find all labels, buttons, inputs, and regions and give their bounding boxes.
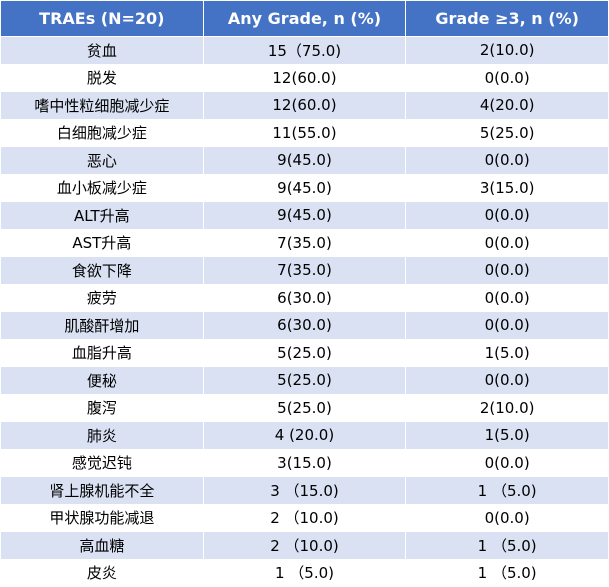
table-cell: 肌酸酐增加 xyxy=(0,311,204,340)
table-cell: 3(15.0) xyxy=(405,173,609,202)
table-row: 嗜中性粒细胞减少症 12(60.0) 4(20.0) xyxy=(0,91,609,120)
table-cell: 疲劳 xyxy=(0,283,204,312)
table-cell: 0(0.0) xyxy=(405,201,609,230)
table-cell: 5(25.0) xyxy=(405,118,609,147)
table-row: 感觉迟钝 3(15.0) 0(0.0) xyxy=(0,448,609,477)
table-cell: 5(25.0) xyxy=(202,393,407,422)
table-cell: 3 （15.0) xyxy=(202,476,407,505)
table-cell: 1 （5.0) xyxy=(405,531,609,560)
table-cell: ALT升高 xyxy=(0,201,204,230)
table-cell: 0(0.0) xyxy=(405,448,609,477)
table-cell: 血小板减少症 xyxy=(0,173,204,202)
table-cell: 便秘 xyxy=(0,366,204,395)
table-cell: 嗜中性粒细胞减少症 xyxy=(0,91,204,120)
header-cell: Any Grade, n (%) xyxy=(202,0,407,37)
table-cell: 恶心 xyxy=(0,146,204,175)
table-cell: 3(15.0) xyxy=(202,448,407,477)
table-row: 肌酸酐增加 6(30.0) 0(0.0) xyxy=(0,311,609,340)
table-cell: 白细胞减少症 xyxy=(0,118,204,147)
table-cell: 食欲下降 xyxy=(0,256,204,285)
table-cell: 腹泻 xyxy=(0,393,204,422)
table-cell: 1 （5.0) xyxy=(202,558,407,587)
table-cell: 肺炎 xyxy=(0,421,204,450)
header-row: TRAEs (N=20) Any Grade, n (%) Grade ≥3, n … xyxy=(0,0,609,37)
table-cell: 1 （5.0) xyxy=(405,476,609,505)
table-cell: 贫血 xyxy=(0,36,204,65)
table-row: 皮炎 1 （5.0) 1 （5.0) xyxy=(0,558,609,587)
table-cell: 9(45.0) xyxy=(202,173,407,202)
table-cell: 6(30.0) xyxy=(202,283,407,312)
table-cell: 9(45.0) xyxy=(202,201,407,230)
table-cell: 2(10.0) xyxy=(405,36,609,65)
table-cell: 0(0.0) xyxy=(405,311,609,340)
table-cell: 0(0.0) xyxy=(405,63,609,92)
table-cell: 0(0.0) xyxy=(405,256,609,285)
table-cell: 肾上腺机能不全 xyxy=(0,476,204,505)
table-body: 贫血 15（75.0) 2(10.0) 脱发 12(60.0) 0(0.0) 嗜中性粒细胞减… xyxy=(0,36,609,587)
table-row: AST升高 7(35.0) 0(0.0) xyxy=(0,228,609,257)
table-cell: 0(0.0) xyxy=(405,283,609,312)
table-row: 白细胞减少症 11(55.0) 5(25.0) xyxy=(0,118,609,147)
table-cell: 2(10.0) xyxy=(405,393,609,422)
table-cell: 1 （5.0) xyxy=(405,558,609,587)
table-row: ALT升高 9(45.0) 0(0.0) xyxy=(0,201,609,230)
table-cell: 高血糖 xyxy=(0,531,204,560)
table-cell: 2 （10.0) xyxy=(202,503,407,532)
table-cell: 脱发 xyxy=(0,63,204,92)
header-cell: TRAEs (N=20) xyxy=(0,0,204,37)
table-cell: 5(25.0) xyxy=(202,338,407,367)
table-row: 血小板减少症 9(45.0) 3(15.0) xyxy=(0,173,609,202)
table-row: 食欲下降 7(35.0) 0(0.0) xyxy=(0,256,609,285)
table-cell: 血脂升高 xyxy=(0,338,204,367)
table-row: 血脂升高 5(25.0) 1(5.0) xyxy=(0,338,609,367)
table-cell: AST升高 xyxy=(0,228,204,257)
table-row: 便秘 5(25.0) 0(0.0) xyxy=(0,366,609,395)
table-cell: 感觉迟钝 xyxy=(0,448,204,477)
table-cell: 12(60.0) xyxy=(202,63,407,92)
table-row: 疲劳 6(30.0) 0(0.0) xyxy=(0,283,609,312)
table-cell: 1(5.0) xyxy=(405,421,609,450)
table-cell: 9(45.0) xyxy=(202,146,407,175)
table-cell: 5(25.0) xyxy=(202,366,407,395)
table-cell: 2 （10.0) xyxy=(202,531,407,560)
table-cell: 1(5.0) xyxy=(405,338,609,367)
table-row: 高血糖 2 （10.0) 1 （5.0) xyxy=(0,531,609,560)
table-row: 脱发 12(60.0) 0(0.0) xyxy=(0,63,609,92)
table-cell: 7(35.0) xyxy=(202,228,407,257)
table-row: 恶心 9(45.0) 0(0.0) xyxy=(0,146,609,175)
table-row: 肾上腺机能不全 3 （15.0) 1 （5.0) xyxy=(0,476,609,505)
table-cell: 0(0.0) xyxy=(405,366,609,395)
table-cell: 0(0.0) xyxy=(405,228,609,257)
table-row: 贫血 15（75.0) 2(10.0) xyxy=(0,36,609,65)
header-cell: Grade ≥3, n (%) xyxy=(405,0,609,37)
table-cell: 4(20.0) xyxy=(405,91,609,120)
table-cell: 0(0.0) xyxy=(405,503,609,532)
table-cell: 7(35.0) xyxy=(202,256,407,285)
table-cell: 15（75.0) xyxy=(202,36,407,65)
table-row: 腹泻 5(25.0) 2(10.0) xyxy=(0,393,609,422)
table-cell: 6(30.0) xyxy=(202,311,407,340)
table-cell: 12(60.0) xyxy=(202,91,407,120)
table-cell: 11(55.0) xyxy=(202,118,407,147)
table-cell: 甲状腺功能减退 xyxy=(0,503,204,532)
table-cell: 4 (20.0) xyxy=(202,421,407,450)
table-cell: 0(0.0) xyxy=(405,146,609,175)
table-cell: 皮炎 xyxy=(0,558,204,587)
table-row: 肺炎 4 (20.0) 1(5.0) xyxy=(0,421,609,450)
table-row: 甲状腺功能减退 2 （10.0) 0(0.0) xyxy=(0,503,609,532)
